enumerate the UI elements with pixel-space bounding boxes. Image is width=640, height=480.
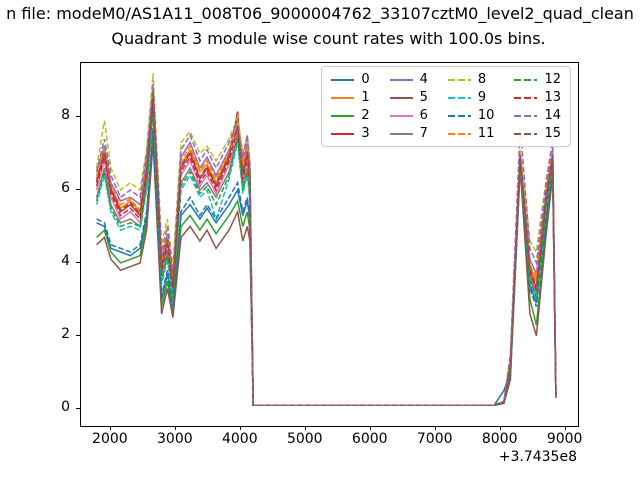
legend-entry-1: 1 xyxy=(331,89,370,106)
y-tick-mark xyxy=(76,407,80,409)
legend-label-6: 6 xyxy=(419,108,428,123)
legend-line-sample-1 xyxy=(331,96,355,99)
x-tick-mark xyxy=(499,426,501,430)
y-tick-label: 8 xyxy=(61,106,70,123)
y-tick-mark xyxy=(76,188,80,190)
x-tick-label: 4000 xyxy=(221,431,258,447)
y-tick-label: 6 xyxy=(61,179,70,196)
legend-line-sample-3 xyxy=(331,132,355,135)
legend-line-sample-11 xyxy=(447,132,471,135)
legend-entry-3: 3 xyxy=(331,125,370,142)
legend-label-10: 10 xyxy=(477,108,495,123)
x-tick-mark xyxy=(109,426,111,430)
legend-line-sample-12 xyxy=(514,78,538,81)
legend-line-sample-14 xyxy=(514,114,538,117)
legend-label-5: 5 xyxy=(419,90,428,105)
legend-entry-15: 15 xyxy=(514,125,561,142)
series-line-2 xyxy=(96,138,557,406)
legend-line-sample-7 xyxy=(389,132,413,135)
legend-entry-7: 7 xyxy=(389,125,428,142)
series-line-13 xyxy=(95,98,557,406)
series-line-15 xyxy=(95,93,557,406)
legend-entry-4: 4 xyxy=(389,71,428,88)
legend-line-sample-10 xyxy=(447,114,471,117)
legend-entry-6: 6 xyxy=(389,107,428,124)
legend-label-4: 4 xyxy=(419,72,428,87)
chart-lines xyxy=(95,73,557,406)
x-tick-mark xyxy=(304,426,306,430)
axes-title: Quadrant 3 module wise count rates with … xyxy=(111,29,546,48)
legend-label-8: 8 xyxy=(477,72,487,87)
x-tick-label: 3000 xyxy=(157,431,193,447)
legend-label-7: 7 xyxy=(419,126,428,141)
legend-label-13: 13 xyxy=(544,90,561,105)
legend-label-12: 12 xyxy=(544,72,561,87)
legend-label-9: 9 xyxy=(477,90,487,105)
legend-entry-10: 10 xyxy=(447,107,495,124)
legend-entry-8: 8 xyxy=(447,71,495,88)
legend-label-3: 3 xyxy=(361,126,370,141)
legend-line-sample-9 xyxy=(447,96,471,99)
plot-area: 0 1 2 3 4 5 6 7 8 9 10 11 12 13 14 15 xyxy=(80,62,579,427)
x-tick-mark xyxy=(564,426,566,430)
y-tick-mark xyxy=(76,115,80,117)
x-tick-label: 5000 xyxy=(286,431,323,447)
x-tick-mark xyxy=(174,426,176,430)
legend-label-11: 11 xyxy=(477,126,495,141)
legend-label-0: 0 xyxy=(361,72,370,87)
legend-line-sample-5 xyxy=(389,96,413,99)
y-tick-label: 2 xyxy=(61,325,70,342)
y-tick-label: 4 xyxy=(61,252,70,269)
x-tick-label: 7000 xyxy=(416,431,453,447)
x-tick-label: 2000 xyxy=(92,431,128,447)
legend-line-sample-2 xyxy=(331,114,355,117)
y-tick-mark xyxy=(76,334,80,336)
x-axis-offset-text: +3.7435e8 xyxy=(498,449,577,465)
legend-entry-2: 2 xyxy=(331,107,370,124)
y-tick-mark xyxy=(76,261,80,263)
y-tick-label: 0 xyxy=(61,398,70,415)
x-tick-label: 6000 xyxy=(351,431,388,447)
legend-entry-14: 14 xyxy=(514,107,561,124)
x-tick-label: 9000 xyxy=(546,431,583,447)
legend-line-sample-13 xyxy=(514,96,538,99)
legend-entry-5: 5 xyxy=(389,89,428,106)
series-line-5 xyxy=(96,142,557,406)
legend-entry-11: 11 xyxy=(447,125,495,142)
legend-entry-13: 13 xyxy=(514,89,561,106)
legend: 0 1 2 3 4 5 6 7 8 9 10 11 12 13 14 15 xyxy=(321,66,571,147)
suptitle-wrap: n file: modeM0/AS1A11_008T06_9000004762_… xyxy=(0,3,640,25)
legend-line-sample-4 xyxy=(389,78,413,81)
legend-entry-0: 0 xyxy=(331,71,370,88)
legend-label-1: 1 xyxy=(361,90,370,105)
legend-line-sample-8 xyxy=(447,78,471,81)
x-tick-mark xyxy=(239,426,241,430)
file-title: n file: modeM0/AS1A11_008T06_9000004762_… xyxy=(6,4,634,23)
legend-line-sample-6 xyxy=(389,114,413,117)
legend-label-2: 2 xyxy=(361,108,370,123)
legend-line-sample-15 xyxy=(514,132,538,135)
x-tick-mark xyxy=(434,426,436,430)
legend-label-14: 14 xyxy=(544,108,561,123)
legend-line-sample-0 xyxy=(331,78,355,81)
x-tick-mark xyxy=(369,426,371,430)
legend-entry-12: 12 xyxy=(514,71,561,88)
x-tick-label: 8000 xyxy=(481,431,518,447)
legend-label-15: 15 xyxy=(544,126,561,141)
legend-entry-9: 9 xyxy=(447,89,495,106)
series-line-14 xyxy=(95,84,557,406)
